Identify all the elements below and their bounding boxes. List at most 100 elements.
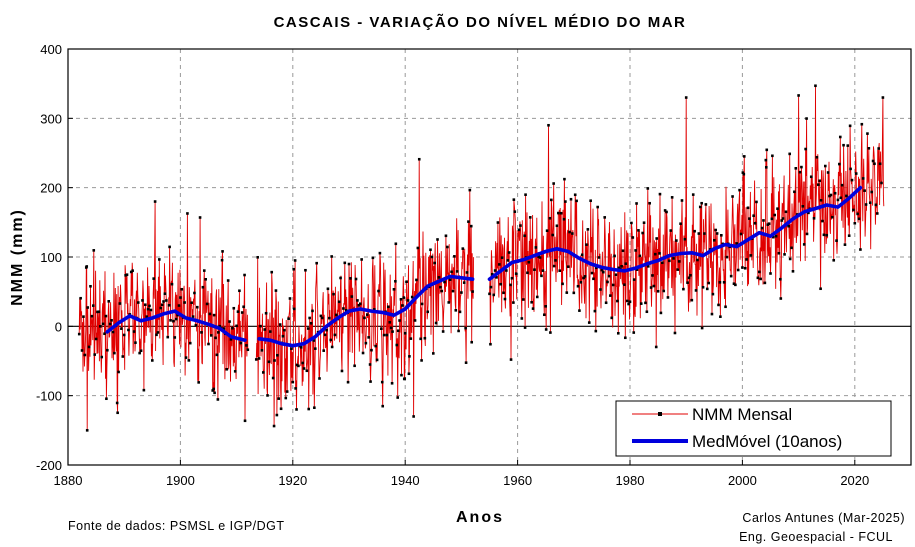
monthly-point: [410, 295, 414, 299]
monthly-point: [489, 285, 493, 289]
monthly-point: [233, 370, 237, 373]
monthly-point: [369, 380, 372, 383]
monthly-point: [257, 357, 261, 360]
monthly-point: [313, 347, 317, 350]
monthly-point: [261, 371, 265, 374]
monthly-point: [850, 178, 854, 182]
monthly-point: [176, 313, 179, 317]
monthly-point: [649, 286, 653, 289]
monthly-point: [668, 259, 671, 263]
monthly-point: [239, 341, 243, 345]
moving-average-line: [257, 274, 475, 348]
monthly-point: [783, 253, 786, 256]
monthly-point: [471, 290, 474, 293]
monthly-point: [853, 221, 857, 225]
x-tick-label: 2000: [728, 473, 757, 488]
monthly-point: [847, 234, 851, 237]
monthly-point: [544, 328, 548, 331]
monthly-point: [313, 406, 316, 409]
monthly-point: [245, 344, 248, 347]
y-tick-label: 100: [40, 250, 62, 265]
monthly-point: [304, 268, 307, 272]
monthly-point: [805, 232, 809, 236]
monthly-point: [201, 285, 205, 289]
monthly-point: [437, 276, 441, 279]
monthly-point: [332, 292, 335, 296]
monthly-point: [675, 239, 678, 242]
monthly-point: [89, 284, 92, 288]
monthly-point: [790, 246, 793, 250]
monthly-point: [503, 297, 507, 301]
monthly-point: [568, 230, 571, 234]
monthly-point: [575, 199, 578, 203]
monthly-point: [153, 200, 157, 203]
monthly-point: [722, 281, 726, 284]
monthly-point: [793, 190, 796, 194]
monthly-point: [121, 355, 125, 358]
monthly-point: [845, 194, 848, 198]
monthly-point: [526, 271, 529, 275]
monthly-point: [113, 351, 116, 355]
monthly-point: [464, 326, 467, 330]
source-note: Fonte de dados: PSMSL e IGP/DGT: [68, 519, 285, 533]
monthly-point: [658, 252, 661, 255]
monthly-point: [669, 229, 673, 232]
monthly-point: [624, 336, 627, 340]
monthly-point: [746, 206, 750, 210]
monthly-point: [221, 250, 224, 253]
monthly-point: [450, 270, 453, 274]
monthly-point: [202, 269, 206, 272]
monthly-point: [440, 289, 444, 293]
monthly-point: [446, 245, 449, 249]
monthly-point: [632, 278, 636, 281]
monthly-point: [293, 259, 297, 262]
monthly-point: [136, 301, 140, 304]
monthly-point: [301, 361, 304, 365]
monthly-point: [767, 222, 771, 225]
monthly-point: [788, 257, 792, 261]
monthly-point: [596, 205, 599, 209]
monthly-point: [644, 301, 647, 305]
monthly-point: [514, 272, 518, 275]
monthly-point: [194, 324, 198, 327]
monthly-point: [807, 211, 810, 215]
monthly-point: [281, 334, 285, 338]
monthly-point: [401, 304, 404, 307]
monthly-point: [624, 262, 628, 265]
monthly-point: [749, 254, 753, 257]
monthly-point: [307, 407, 311, 411]
monthly-point: [589, 199, 592, 203]
monthly-point: [506, 259, 510, 262]
monthly-point: [186, 212, 189, 215]
monthly-point: [315, 261, 318, 265]
monthly-point: [658, 192, 662, 196]
monthly-point: [90, 314, 94, 318]
monthly-point: [527, 260, 531, 264]
monthly-point: [491, 272, 494, 276]
monthly-point: [676, 268, 680, 271]
monthly-point: [349, 277, 352, 280]
monthly-point: [594, 329, 598, 333]
monthly-point: [684, 96, 688, 99]
monthly-point: [738, 188, 741, 192]
monthly-point: [656, 290, 660, 293]
monthly-point: [302, 367, 306, 370]
monthly-point: [370, 348, 373, 352]
monthly-point: [488, 292, 491, 296]
monthly-point: [763, 281, 767, 285]
monthly-point: [600, 268, 604, 272]
monthly-point: [105, 397, 108, 401]
monthly-point: [213, 391, 216, 395]
monthly-point: [187, 359, 191, 362]
monthly-point: [179, 296, 182, 299]
monthly-point: [495, 276, 498, 279]
monthly-point: [745, 258, 748, 261]
monthly-point: [545, 229, 549, 232]
monthly-point: [322, 349, 326, 352]
monthly-point: [372, 308, 376, 311]
monthly-point: [802, 243, 806, 246]
monthly-point: [232, 306, 236, 310]
monthly-point: [631, 236, 635, 239]
monthly-point: [461, 247, 465, 250]
monthly-point: [214, 336, 217, 340]
